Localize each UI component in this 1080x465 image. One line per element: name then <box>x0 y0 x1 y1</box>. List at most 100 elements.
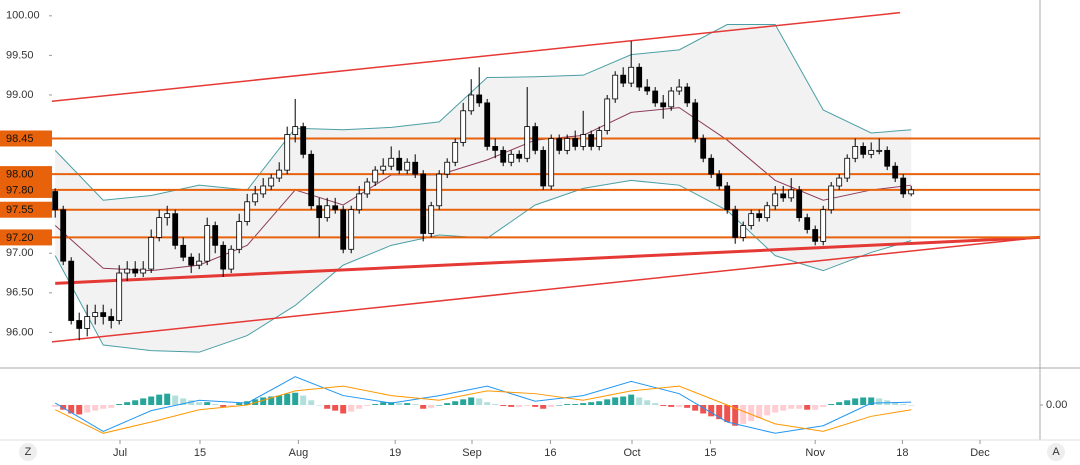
y-tick-label: 97.00 <box>6 247 34 259</box>
candle-body <box>308 153 315 207</box>
macd-histogram-bar <box>740 405 747 424</box>
macd-histogram-bar <box>620 396 627 405</box>
level-label: 97.80 <box>6 184 34 196</box>
x-tick-label: Oct <box>623 447 640 459</box>
macd-histogram-bar <box>412 404 419 405</box>
candle-body <box>812 229 819 242</box>
candle-body <box>68 260 75 321</box>
candle-body <box>796 189 803 219</box>
macd-histogram-bar <box>228 405 235 406</box>
auto-button[interactable] <box>1047 443 1065 461</box>
candle-body <box>532 126 539 151</box>
macd-histogram-bar <box>236 403 243 405</box>
macd-histogram-bar <box>756 405 763 419</box>
candle-body <box>244 201 251 222</box>
band-upper <box>54 24 912 201</box>
candle-body <box>788 189 795 199</box>
candle-body <box>676 86 683 92</box>
candle-body <box>436 173 443 207</box>
candle-body <box>220 244 227 270</box>
zoom-label[interactable]: Z <box>25 446 32 458</box>
level-label-box <box>0 181 52 198</box>
macd-histogram-bar <box>644 400 651 405</box>
macd-histogram-bar <box>700 405 707 414</box>
macd-histogram-bar <box>492 404 499 405</box>
macd-histogram-bar <box>732 405 739 426</box>
macd-histogram-bar <box>428 405 435 408</box>
macd-histogram-bar <box>508 405 515 407</box>
candle-body <box>908 189 915 195</box>
x-tick-label: 16 <box>544 447 556 459</box>
x-tick-label: Nov <box>805 447 825 459</box>
candle-body <box>596 130 603 147</box>
candle-body <box>556 138 563 151</box>
candle-body <box>660 102 667 108</box>
candle-body <box>900 177 907 195</box>
candle-body <box>844 157 851 179</box>
macd-histogram-bar <box>636 397 643 405</box>
candle-body <box>164 213 171 219</box>
macd-histogram-bar <box>268 396 275 405</box>
y-tick-label: 99.50 <box>6 49 34 61</box>
candle-body <box>204 225 211 262</box>
candle-body <box>780 193 787 199</box>
candle-body <box>356 193 363 211</box>
macd-histogram-bar <box>460 399 467 405</box>
candle-body <box>636 66 643 88</box>
candle-body <box>252 193 259 203</box>
macd-histogram-bar <box>900 404 907 405</box>
candle-body <box>372 169 379 183</box>
candle-body <box>180 244 187 258</box>
macd-histogram-bar <box>484 402 491 405</box>
macd-histogram-bar <box>676 405 683 407</box>
macd-histogram-bar <box>516 405 523 407</box>
candle-body <box>604 98 611 131</box>
candle-body <box>708 157 715 175</box>
macd-histogram-bar <box>604 399 611 405</box>
macd-histogram-bar <box>476 398 483 405</box>
candle-body <box>876 149 883 152</box>
macd-histogram-bar <box>772 405 779 413</box>
x-tick-label: Aug <box>289 447 309 459</box>
candle-body <box>364 181 371 195</box>
macd-histogram-bar <box>844 400 851 405</box>
trend-line <box>51 11 901 103</box>
candle-body <box>316 205 323 219</box>
candle-body <box>212 225 219 246</box>
macd-histogram-bar <box>308 400 315 405</box>
macd-histogram-bar <box>876 398 883 405</box>
zoom-button[interactable] <box>19 443 37 461</box>
candle-body <box>132 268 139 274</box>
candle-body <box>740 225 747 238</box>
candle-body <box>148 237 155 270</box>
x-tick-label: Sep <box>462 447 482 459</box>
macd-histogram-bar <box>556 405 563 406</box>
macd-histogram-bar <box>108 405 115 408</box>
macd-histogram-bar <box>892 402 899 405</box>
candle-body <box>380 165 387 171</box>
macd-histogram-bar <box>748 405 755 422</box>
candle-body <box>540 149 547 187</box>
candle-body <box>868 149 875 155</box>
auto-label[interactable]: A <box>1052 446 1060 458</box>
macd-histogram-bar <box>780 405 787 411</box>
macd-histogram-bar <box>164 393 171 405</box>
macd-histogram-bar <box>668 405 675 407</box>
macd-histogram-bar <box>804 405 811 410</box>
macd-histogram-bar <box>812 405 819 410</box>
macd-histogram-bar <box>628 394 635 405</box>
candle-body <box>172 213 179 246</box>
candle-body <box>76 320 83 329</box>
level-label: 98.45 <box>6 133 34 145</box>
candle-body <box>476 94 483 104</box>
macd-histogram-bar <box>588 402 595 405</box>
candle-body <box>260 185 267 195</box>
macd-histogram-bar <box>340 405 347 414</box>
macd-histogram-bar <box>836 402 843 405</box>
candle-body <box>860 146 867 155</box>
macd-histogram-bar <box>284 393 291 405</box>
candle-body <box>524 126 531 159</box>
candle-body <box>396 157 403 171</box>
candle-body <box>300 126 307 155</box>
macd-histogram-bar <box>324 405 331 409</box>
